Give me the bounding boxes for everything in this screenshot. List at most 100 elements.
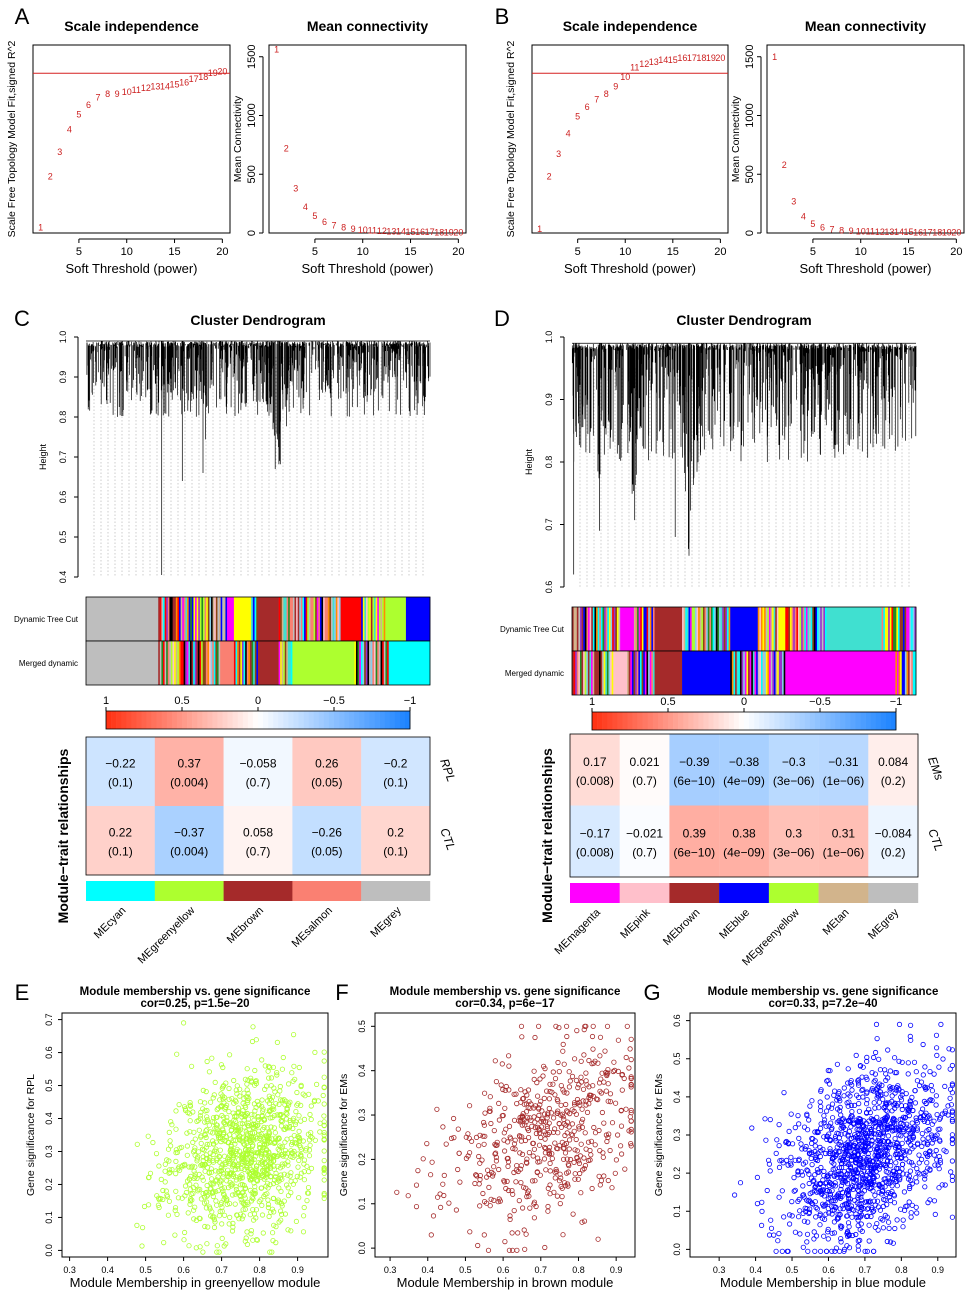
- scatter-point: [248, 1198, 255, 1204]
- scatter-point: [587, 1092, 594, 1099]
- legend-tick-label: 0.5: [660, 696, 675, 708]
- color-band: [764, 607, 767, 651]
- scatter-point: [240, 1207, 246, 1213]
- scatter-point: [829, 1230, 835, 1236]
- scatter-point: [247, 1154, 253, 1160]
- color-band: [299, 597, 302, 641]
- scatter-point: [796, 1157, 802, 1164]
- scatter-point: [606, 1131, 612, 1137]
- scatter-point: [534, 1116, 541, 1122]
- scatter-point: [552, 1140, 558, 1146]
- scatter-point: [835, 1211, 841, 1217]
- cell-pvalue: (0.1): [383, 845, 408, 859]
- color-band: [644, 651, 647, 695]
- color-band: [166, 641, 169, 685]
- scatter-point: [618, 1123, 625, 1129]
- scatter-point: [191, 1207, 197, 1213]
- scatter-point: [506, 1123, 513, 1130]
- plot-title: Scale independence: [64, 18, 199, 34]
- color-band: [321, 597, 324, 641]
- color-band: [189, 641, 192, 685]
- scatter-point: [181, 1104, 188, 1110]
- scatter-point: [240, 1213, 246, 1219]
- scatter-point: [809, 1098, 815, 1104]
- scatter-point: [504, 1178, 510, 1185]
- scatter-point: [540, 1118, 547, 1124]
- point-label: 17: [923, 227, 933, 237]
- scatter-point: [271, 1209, 277, 1215]
- scatter-point: [298, 1083, 304, 1090]
- heat-cell: [669, 805, 720, 878]
- color-band: [630, 651, 633, 695]
- color-band: [214, 597, 217, 641]
- color-band: [198, 597, 201, 641]
- scatter-point: [506, 1063, 512, 1069]
- scatter-point: [829, 1159, 835, 1165]
- scatter-point: [856, 1135, 862, 1141]
- legend-swatch: [890, 712, 897, 730]
- cell-pvalue: (4e−09): [723, 845, 765, 859]
- scatter-point: [242, 1195, 248, 1201]
- scatter-point: [219, 1085, 225, 1091]
- scatter-point: [831, 1092, 837, 1098]
- scatter-point: [167, 1167, 173, 1173]
- scatter-point: [291, 1063, 297, 1069]
- y-tick-label: 0.6: [672, 1014, 682, 1027]
- scatter-point: [262, 1086, 268, 1093]
- cell-correlation: 0.2: [387, 826, 404, 840]
- scatter-point: [195, 1186, 201, 1192]
- scatter-point: [806, 1117, 812, 1123]
- scatter-point: [173, 1108, 179, 1114]
- scatter-point: [173, 1188, 179, 1194]
- scatter-point: [527, 1205, 533, 1211]
- scatter-point: [857, 1191, 863, 1197]
- scatter-point: [549, 1156, 555, 1162]
- scatter-point: [857, 1182, 863, 1188]
- scatter-point: [613, 1157, 620, 1163]
- color-band: [826, 607, 882, 651]
- color-band: [218, 641, 221, 685]
- x-tick-label: 0.6: [497, 1265, 510, 1275]
- scatter-point: [872, 1165, 878, 1171]
- scatter-point: [909, 1120, 915, 1126]
- legend-swatch: [126, 711, 132, 729]
- scatter-point: [582, 1162, 589, 1169]
- scatter-point: [855, 1195, 861, 1201]
- color-band: [180, 597, 183, 641]
- scatter-point: [876, 1166, 882, 1172]
- color-band: [206, 597, 209, 641]
- color-band: [691, 607, 694, 651]
- scatter-point: [312, 1137, 318, 1143]
- scatter-point: [885, 1133, 892, 1139]
- scatter-point: [795, 1198, 801, 1205]
- scatter-point: [196, 1171, 202, 1178]
- scatter-point: [607, 1091, 614, 1097]
- scatter-point: [223, 1198, 229, 1204]
- scatter-point: [893, 1087, 899, 1093]
- scatter-point: [603, 1069, 609, 1076]
- legend-swatch: [379, 711, 385, 729]
- scatter-point: [560, 1114, 566, 1120]
- scatter-point: [848, 1157, 855, 1163]
- scatter-point: [837, 1206, 843, 1212]
- scatter-point: [913, 1069, 919, 1075]
- scatter-point: [541, 1156, 548, 1162]
- scatter-point: [788, 1162, 794, 1168]
- scatter-point: [626, 1065, 632, 1071]
- color-band: [610, 607, 613, 651]
- scatter-point: [837, 1212, 843, 1218]
- y-axis-label: Gene significance for EMs: [653, 1074, 665, 1197]
- color-band: [594, 607, 597, 651]
- legend-swatch: [192, 711, 198, 729]
- color-band: [204, 597, 207, 641]
- scatter-point: [821, 1233, 827, 1239]
- scatter-point: [224, 1178, 230, 1184]
- cell-correlation: 0.26: [315, 757, 339, 771]
- scatter-point: [801, 1124, 808, 1130]
- point-label: 11: [866, 227, 875, 237]
- scatter-point: [222, 1137, 228, 1144]
- legend-swatch: [647, 712, 654, 730]
- scatter-point: [277, 1175, 283, 1181]
